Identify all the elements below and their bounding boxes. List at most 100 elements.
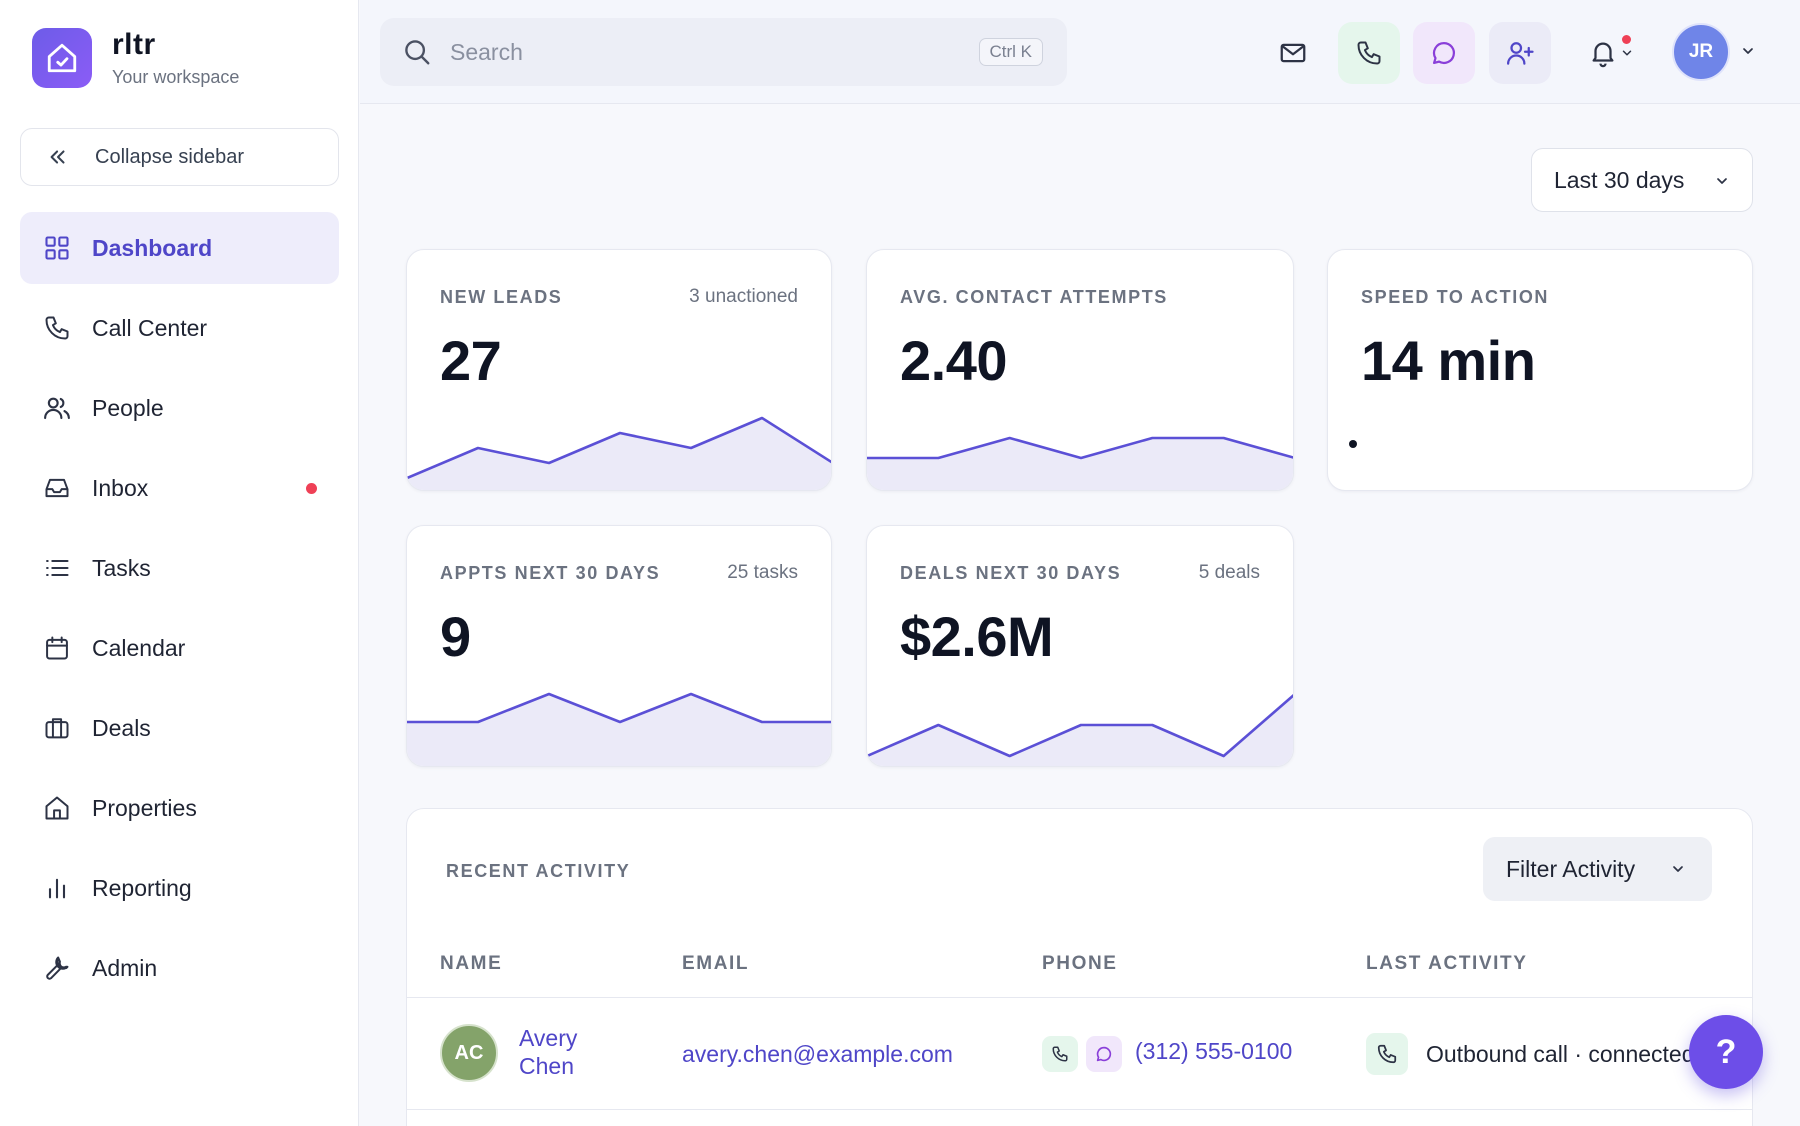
sidebar-item-label: Properties [92, 794, 197, 821]
people-icon [42, 393, 72, 423]
sidebar: rltr Your workspace Collapse sidebar Das… [0, 0, 359, 1126]
wrench-icon [42, 953, 72, 983]
contact-phone-link[interactable]: (312) 555-0100 [1135, 1038, 1293, 1064]
sidebar-nav: Dashboard Call Center People Inbox Ta [20, 212, 339, 1012]
contact-name-link[interactable]: Avery Chen [519, 1025, 578, 1079]
column-header-last-activity[interactable]: LAST ACTIVITY [1366, 953, 1528, 974]
call-button[interactable] [1338, 22, 1400, 84]
sidebar-item-dashboard[interactable]: Dashboard [20, 212, 339, 284]
kpi-value: 2.40 [900, 329, 1008, 392]
table-header-divider [407, 997, 1752, 998]
sidebar-item-reporting[interactable]: Reporting [20, 852, 339, 924]
chevron-down-icon [1622, 50, 1632, 56]
sidebar-item-calendar[interactable]: Calendar [20, 612, 339, 684]
column-header-phone[interactable]: PHONE [1042, 953, 1118, 974]
sparkline-area [407, 418, 831, 490]
column-header-name[interactable]: NAME [440, 953, 503, 974]
date-range-label: Last 30 days [1554, 166, 1685, 193]
chevron-down-icon[interactable] [1740, 43, 1756, 59]
kpi-meta: 5 deals [1198, 562, 1260, 583]
help-button[interactable]: ? [1689, 1015, 1763, 1089]
sparkline-point [1349, 440, 1357, 448]
add-user-icon [1507, 42, 1534, 65]
brand[interactable]: rltr Your workspace [32, 28, 239, 88]
kpi-card-appts-next-30-days[interactable]: APPTS NEXT 30 DAYS 25 tasks 9 [406, 525, 832, 767]
sparkline-line [867, 436, 1293, 460]
kpi-label: DEALS NEXT 30 DAYS [900, 563, 1122, 583]
last-activity-text: Outbound call · connected [1426, 1041, 1695, 1067]
kpi-label: APPTS NEXT 30 DAYS [440, 563, 661, 583]
grid-icon [42, 233, 72, 263]
kpi-meta: 3 unactioned [689, 286, 798, 307]
kpi-label: SPEED TO ACTION [1361, 287, 1550, 307]
search-input[interactable] [450, 38, 930, 66]
mail-icon [1280, 43, 1306, 63]
brand-subtitle: Your workspace [112, 66, 240, 87]
sidebar-item-deals[interactable]: Deals [20, 692, 339, 764]
kpi-card-avg-contact-attempts[interactable]: AVG. CONTACT ATTEMPTS 2.40 [866, 249, 1294, 491]
recent-activity-panel: RECENT ACTIVITY Filter Activity NAME EMA… [406, 808, 1753, 1126]
sparkline-area [867, 438, 1293, 490]
chevrons-left-icon [50, 150, 65, 164]
sidebar-item-properties[interactable]: Properties [20, 772, 339, 844]
mail-button[interactable] [1262, 22, 1324, 84]
sidebar-item-label: Dashboard [92, 234, 213, 261]
phone-icon [1052, 1046, 1068, 1062]
sidebar-item-admin[interactable]: Admin [20, 932, 339, 1004]
bell-icon [1592, 42, 1614, 68]
sparkline-line [407, 692, 831, 724]
collapse-sidebar-button[interactable]: Collapse sidebar [20, 128, 339, 186]
inbox-icon [42, 473, 72, 503]
sparkline-chart [407, 692, 831, 766]
sparkline-area [867, 695, 1293, 766]
activity-type-badge [1366, 1033, 1408, 1075]
phone-icon [1377, 1044, 1397, 1064]
chevron-down-icon [1673, 866, 1683, 872]
add-user-button[interactable] [1489, 22, 1551, 84]
message-contact-button[interactable] [1086, 1036, 1122, 1072]
call-contact-button[interactable] [1042, 1036, 1078, 1072]
user-avatar[interactable]: JR [1672, 23, 1730, 81]
sidebar-item-inbox[interactable]: Inbox [20, 452, 339, 524]
sparkline-line [407, 416, 831, 480]
filter-activity-button[interactable]: Filter Activity [1483, 837, 1712, 901]
notifications-button[interactable] [1580, 22, 1642, 84]
message-button[interactable] [1413, 22, 1475, 84]
date-range-select[interactable]: Last 30 days [1531, 148, 1753, 212]
kpi-card-deals-next-30-days[interactable]: DEALS NEXT 30 DAYS 5 deals $2.6M [866, 525, 1294, 767]
kpi-value: 27 [440, 329, 502, 392]
phone-icon [1357, 41, 1381, 65]
sidebar-item-call-center[interactable]: Call Center [20, 292, 339, 364]
kpi-label: AVG. CONTACT ATTEMPTS [900, 287, 1168, 307]
contact-email-link[interactable]: avery.chen@example.com [682, 1041, 953, 1067]
chat-bubble-icon [1096, 1046, 1112, 1062]
column-header-email[interactable]: EMAIL [682, 953, 750, 974]
brand-name: rltr [112, 27, 156, 61]
search-box[interactable]: Ctrl K [380, 18, 1067, 86]
sparkline-line [867, 694, 1293, 758]
sparkline-area [407, 694, 831, 766]
kpi-meta: 25 tasks [727, 562, 798, 583]
unread-dot [306, 483, 317, 494]
sparkline-chart [867, 436, 1293, 490]
sparkline-chart [867, 694, 1293, 766]
sidebar-item-people[interactable]: People [20, 372, 339, 444]
kpi-card-new-leads[interactable]: NEW LEADS 3 unactioned 27 [406, 249, 832, 491]
filter-activity-label: Filter Activity [1506, 855, 1636, 882]
sidebar-item-label: Tasks [92, 554, 151, 581]
sidebar-item-label: Reporting [92, 874, 192, 901]
kpi-value: 9 [440, 605, 471, 668]
table-row[interactable]: AC Avery Chen avery.chen@example.com (31… [407, 998, 1752, 1110]
sidebar-item-label: People [92, 394, 164, 421]
sidebar-item-tasks[interactable]: Tasks [20, 532, 339, 604]
brand-logo-icon [32, 28, 92, 88]
kpi-label: NEW LEADS [440, 287, 563, 307]
contact-avatar: AC [440, 1024, 498, 1082]
recent-activity-title: RECENT ACTIVITY [446, 861, 631, 881]
sidebar-item-label: Admin [92, 954, 158, 981]
list-icon [42, 553, 72, 583]
briefcase-icon [42, 713, 72, 743]
bar-chart-icon [42, 873, 72, 903]
kpi-card-speed-to-action[interactable]: SPEED TO ACTION 14 min [1327, 249, 1753, 491]
chevron-down-icon [1717, 178, 1727, 184]
